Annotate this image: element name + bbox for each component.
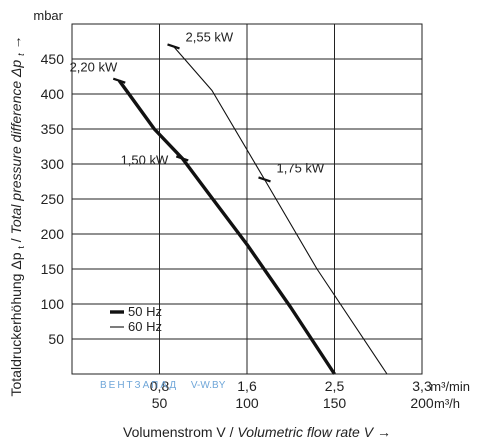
x-axis-label: Volumenstrom V / Volumetric flow rate V …: [123, 424, 391, 440]
x-tick-label-secondary: 100: [235, 395, 259, 411]
annotations: 2,20 kW 1,50 kW 2,55 kW 1,75 kW: [70, 29, 325, 175]
y-axis-label: Totaldruckerhöhung Δp t / Total pressure…: [8, 35, 27, 396]
watermark-text: ВЕНТЗАПАД: [100, 380, 178, 391]
y-axis-label-secondary-sub: t: [16, 53, 26, 56]
annotation-label: 1,75 kW: [277, 160, 325, 175]
x-unit-primary-label: m³/min: [430, 379, 470, 394]
y-unit-label: mbar: [33, 8, 63, 23]
y-axis-label-arrow: →: [8, 35, 24, 49]
plot-frame: [71, 23, 423, 375]
y-tick-label: 300: [41, 156, 65, 172]
watermark-suffix: V-W.BY: [191, 380, 226, 391]
watermark: ВЕНТЗАПАД V-W.BY: [100, 380, 226, 391]
series-markers: [112, 43, 271, 183]
x-tick-labels: 0,8 1,6 2,5 3,3 50 100 150 200: [150, 378, 434, 411]
annotation-label: 2,55 kW: [186, 29, 234, 44]
legend-entry: 60 Hz: [128, 319, 162, 334]
y-tick-label: 350: [41, 121, 65, 137]
y-tick-label: 100: [41, 296, 65, 312]
series-marker: [112, 77, 126, 84]
y-tick-label: 450: [41, 51, 65, 67]
series-line-0: [117, 79, 336, 375]
x-axis-label-secondary: Volumetric flow rate V →: [237, 424, 391, 440]
y-tick-label: 200: [41, 226, 65, 242]
x-tick-label-secondary: 150: [323, 395, 347, 411]
x-unit-secondary-label: m³/h: [434, 396, 460, 411]
y-tick-label: 250: [41, 191, 65, 207]
y-axis-label-separator: /: [8, 234, 24, 242]
y-tick-labels: 50 100 150 200 250 300 350 400 450: [41, 51, 65, 347]
y-axis-label-secondary: Total pressure difference Δp: [8, 60, 24, 235]
y-tick-label: 50: [48, 331, 64, 347]
x-tick-label-primary: 1,6: [237, 378, 257, 394]
x-axis-label-separator: /: [230, 424, 238, 440]
x-tick-label-primary: 0,8: [150, 378, 170, 394]
x-tick-label-primary: 3,3: [412, 378, 432, 394]
y-tick-label: 150: [41, 261, 65, 277]
series-marker: [175, 155, 189, 162]
series-marker: [258, 176, 271, 183]
x-tick-label-secondary: 50: [152, 395, 168, 411]
y-tick-label: 400: [41, 86, 65, 102]
y-axis-label-primary-sub: t: [16, 246, 26, 249]
y-axis-label-primary: Totaldruckerhöhung Δp: [8, 252, 24, 396]
annotation-label: 1,50 kW: [121, 152, 169, 167]
series-marker: [167, 43, 180, 50]
x-axis-label-primary: Volumenstrom V: [123, 424, 226, 440]
annotation-label: 2,20 kW: [70, 60, 118, 75]
x-tick-label-secondary: 200: [410, 395, 434, 411]
x-tick-label-primary: 2,5: [325, 378, 345, 394]
legend-entry: 50 Hz: [128, 304, 162, 319]
